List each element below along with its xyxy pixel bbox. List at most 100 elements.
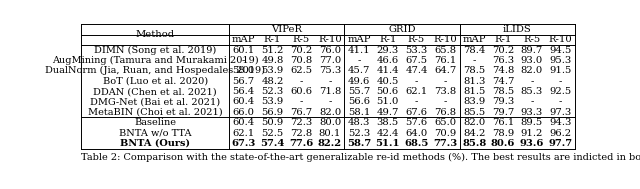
Text: 40.5: 40.5 [376,77,399,86]
Text: 82.0: 82.0 [521,66,543,75]
Text: BNTA (Ours): BNTA (Ours) [120,139,190,148]
Text: 56.4: 56.4 [232,87,255,96]
Text: 51.0: 51.0 [376,97,399,106]
Text: 74.7: 74.7 [492,77,514,86]
Text: 93.3: 93.3 [521,108,543,117]
Text: 57.6: 57.6 [406,118,428,127]
Text: mAP: mAP [347,35,371,44]
Text: DMG-Net (Bai et al. 2021): DMG-Net (Bai et al. 2021) [90,97,220,106]
Text: -: - [242,56,245,65]
Text: 66.0: 66.0 [232,108,255,117]
Text: 41.1: 41.1 [348,46,370,55]
Text: 78.9: 78.9 [492,129,514,138]
Text: 48.2: 48.2 [261,77,284,86]
Text: 56.6: 56.6 [348,97,370,106]
Text: 81.3: 81.3 [463,77,485,86]
Text: 82.2: 82.2 [318,139,342,148]
Text: 70.2: 70.2 [290,46,312,55]
Text: R-10: R-10 [433,35,457,44]
Text: 51.1: 51.1 [376,139,400,148]
Text: 60.4: 60.4 [232,118,255,127]
Text: 84.2: 84.2 [463,129,485,138]
Text: 80.0: 80.0 [319,118,341,127]
Text: 72.3: 72.3 [290,118,312,127]
Text: 93.0: 93.0 [521,56,543,65]
Text: -: - [530,97,534,106]
Text: 49.8: 49.8 [261,56,284,65]
Text: 92.5: 92.5 [550,87,572,96]
Text: -: - [472,56,476,65]
Text: R-10: R-10 [548,35,572,44]
Text: 56.7: 56.7 [232,77,255,86]
Text: 94.5: 94.5 [549,46,572,55]
Text: 53.3: 53.3 [405,46,428,55]
Text: 53.9: 53.9 [261,66,284,75]
Text: 68.5: 68.5 [404,139,429,148]
Text: Baseline: Baseline [134,118,176,127]
Text: 89.7: 89.7 [521,46,543,55]
Text: 80.1: 80.1 [319,129,341,138]
Text: 73.8: 73.8 [434,87,456,96]
Text: -: - [559,97,563,106]
Text: -: - [559,77,563,86]
Text: 47.4: 47.4 [405,66,428,75]
Text: 93.6: 93.6 [520,139,544,148]
Text: 51.2: 51.2 [261,46,284,55]
Text: 56.9: 56.9 [261,108,284,117]
Text: 94.3: 94.3 [549,118,572,127]
Text: 79.3: 79.3 [492,97,514,106]
Text: 53.9: 53.9 [261,97,284,106]
Text: 76.7: 76.7 [290,108,312,117]
Text: -: - [300,97,303,106]
Text: 67.5: 67.5 [406,56,428,65]
Text: 70.8: 70.8 [290,56,312,65]
Text: VIPeR: VIPeR [271,25,302,34]
Text: iLIDS: iLIDS [503,25,532,34]
Text: -: - [328,77,332,86]
Text: 85.8: 85.8 [462,139,486,148]
Text: 80.6: 80.6 [491,139,515,148]
Text: 65.8: 65.8 [435,46,456,55]
Text: 78.5: 78.5 [492,87,514,96]
Text: 50.6: 50.6 [376,87,399,96]
Text: -: - [444,97,447,106]
Text: R-5: R-5 [292,35,310,44]
Text: 45.7: 45.7 [348,66,370,75]
Text: 58.0: 58.0 [232,66,255,75]
Text: 49.6: 49.6 [348,77,370,86]
Text: 62.1: 62.1 [232,129,255,138]
Text: 76.3: 76.3 [492,56,514,65]
Text: 67.3: 67.3 [232,139,256,148]
Text: 58.7: 58.7 [347,139,371,148]
Text: 91.2: 91.2 [520,129,543,138]
Text: 76.1: 76.1 [492,118,514,127]
Text: 29.3: 29.3 [376,46,399,55]
Text: 77.0: 77.0 [319,56,341,65]
Text: 55.7: 55.7 [348,87,370,96]
Text: -: - [415,97,418,106]
Text: Table 2: Comparison with the state-of-the-art generalizable re-id methods (%). T: Table 2: Comparison with the state-of-th… [81,153,640,162]
Text: 48.3: 48.3 [348,118,370,127]
Text: DIMN (Song et al. 2019): DIMN (Song et al. 2019) [94,46,216,55]
Text: 91.5: 91.5 [549,66,572,75]
Text: 76.0: 76.0 [319,46,341,55]
Text: -: - [300,77,303,86]
Text: MetaBIN (Choi et al. 2021): MetaBIN (Choi et al. 2021) [88,108,223,117]
Text: 62.1: 62.1 [405,87,428,96]
Text: R-1: R-1 [379,35,396,44]
Text: 83.9: 83.9 [463,97,485,106]
Text: 76.8: 76.8 [435,108,456,117]
Text: 89.5: 89.5 [521,118,543,127]
Text: -: - [530,77,534,86]
Text: 52.5: 52.5 [261,129,284,138]
Text: 41.4: 41.4 [376,66,399,75]
Text: 65.0: 65.0 [435,118,456,127]
Text: R-10: R-10 [318,35,342,44]
Text: AugMining (Tamura and Murakami 2019): AugMining (Tamura and Murakami 2019) [52,56,259,65]
Text: 71.8: 71.8 [319,87,341,96]
Text: 96.2: 96.2 [550,129,572,138]
Text: 97.7: 97.7 [548,139,573,148]
Text: 52.3: 52.3 [348,129,370,138]
Text: 82.0: 82.0 [319,108,341,117]
Text: 52.3: 52.3 [261,87,284,96]
